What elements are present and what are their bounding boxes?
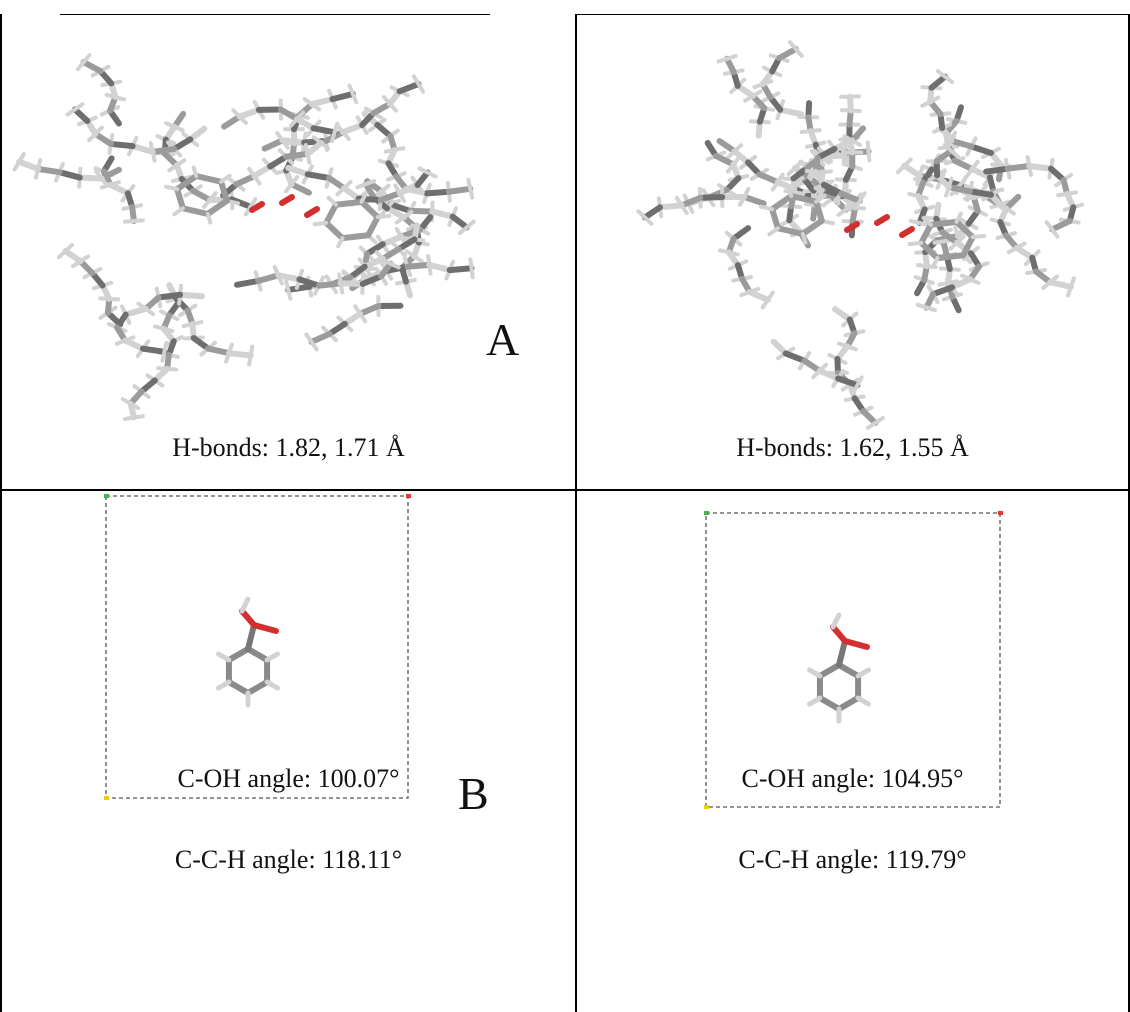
corner-marker-yellow [704,805,709,809]
caption-c-c-h-angle-right: C-C-H angle: 119.79° [577,845,1128,875]
benzoic-acid-molecule [218,599,277,705]
caption-c-c-h-angle-left: C-C-H angle: 118.11° [2,845,575,875]
corner-marker-green [704,511,709,515]
cell-a-right: H-bonds: 1.62, 1.55 Å [577,15,1128,489]
caption-c-oh-angle-left: C-OH angle: 100.07° [2,764,575,794]
cell-b-left: B C-OH angle: 100.07° C-C-H angle: 118.1… [2,491,575,1012]
panel-label-a: A [486,313,519,366]
benzoic-acid-molecule [809,615,868,721]
caption-h-bonds-left: H-bonds: 1.82, 1.71 Å [2,433,575,463]
corner-marker-red [998,511,1003,515]
simulation-box-right [706,513,1000,807]
molecular-sticks [15,55,474,419]
molecule-cluster-a-right [577,15,1128,385]
molecular-sticks [638,42,1082,428]
corner-marker-green [104,494,109,498]
cell-b-right: C-OH angle: 104.95° C-C-H angle: 119.79° [577,491,1128,1012]
simulation-box-left [106,496,408,798]
corner-marker-yellow [104,796,109,800]
caption-c-oh-angle-right: C-OH angle: 104.95° [577,764,1128,794]
caption-h-bonds-right: H-bonds: 1.62, 1.55 Å [577,433,1128,463]
corner-marker-red [406,494,411,498]
cell-a-left: A H-bonds: 1.82, 1.71 Å [2,15,575,489]
